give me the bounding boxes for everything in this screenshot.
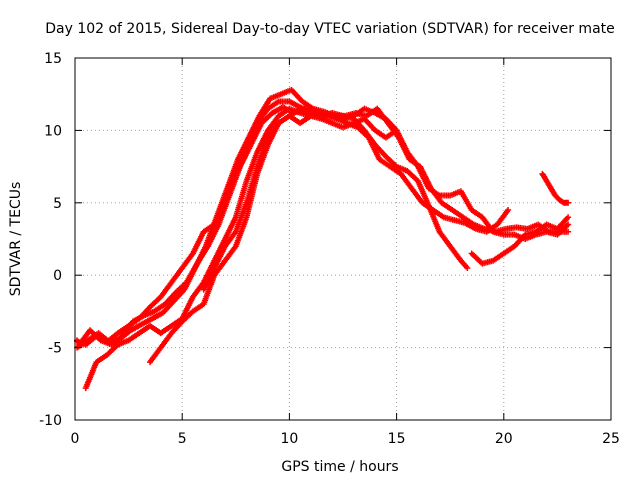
data-point xyxy=(464,264,471,271)
x-axis-ticks: 0 5 10 15 20 25 xyxy=(71,58,620,447)
data-point xyxy=(505,207,512,214)
series-track-6 xyxy=(200,105,304,293)
plot-frame xyxy=(74,57,612,421)
data-point xyxy=(565,199,572,206)
x-tick-label: 20 xyxy=(495,431,513,447)
x-tick-label: 0 xyxy=(71,431,80,447)
data-point xyxy=(297,105,304,112)
y-tick-label: 5 xyxy=(53,196,62,212)
data-point xyxy=(565,228,572,235)
series-track-7 xyxy=(468,214,572,267)
y-tick-label: 0 xyxy=(53,268,62,284)
series-track-8 xyxy=(539,170,572,206)
y-axis-label: SDTVAR / TECUs xyxy=(8,182,24,297)
x-tick-label: 5 xyxy=(178,431,187,447)
x-tick-label: 15 xyxy=(388,431,406,447)
chart-title: Day 102 of 2015, Sidereal Day-to-day VTE… xyxy=(45,21,615,37)
y-tick-label: 15 xyxy=(44,51,62,67)
x-tick-label: 10 xyxy=(280,431,298,447)
y-tick-label: -5 xyxy=(48,341,62,357)
y-tick-label: 10 xyxy=(44,123,62,139)
y-tick-label: -10 xyxy=(39,413,62,429)
x-axis-label: GPS time / hours xyxy=(281,459,398,475)
data-point xyxy=(565,214,572,221)
data-marks xyxy=(74,86,572,392)
y-axis-ticks: -10 -5 0 5 10 15 xyxy=(39,51,611,429)
data-point xyxy=(565,221,572,228)
x-tick-label: 25 xyxy=(602,431,620,447)
